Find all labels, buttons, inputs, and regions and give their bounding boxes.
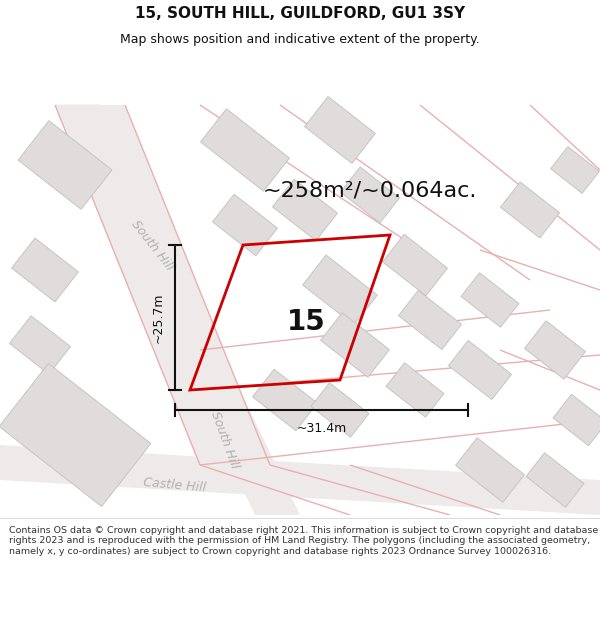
Polygon shape (0, 445, 600, 515)
Polygon shape (461, 272, 519, 328)
Text: ~25.7m: ~25.7m (152, 292, 165, 342)
Polygon shape (212, 194, 277, 256)
Polygon shape (500, 182, 560, 238)
Polygon shape (0, 364, 151, 506)
Polygon shape (553, 394, 600, 446)
Text: Map shows position and indicative extent of the property.: Map shows position and indicative extent… (120, 32, 480, 46)
Text: 15, SOUTH HILL, GUILDFORD, GU1 3SY: 15, SOUTH HILL, GUILDFORD, GU1 3SY (135, 6, 465, 21)
Polygon shape (10, 316, 70, 374)
Polygon shape (195, 390, 300, 515)
Text: ~31.4m: ~31.4m (296, 422, 347, 435)
Polygon shape (526, 452, 584, 508)
Text: ~258m²/~0.064ac.: ~258m²/~0.064ac. (263, 180, 477, 200)
Polygon shape (320, 312, 389, 378)
Polygon shape (18, 121, 112, 209)
Polygon shape (340, 167, 400, 223)
Polygon shape (11, 238, 79, 302)
Text: Contains OS data © Crown copyright and database right 2021. This information is : Contains OS data © Crown copyright and d… (9, 526, 598, 556)
Polygon shape (448, 341, 512, 399)
Polygon shape (55, 105, 245, 465)
Polygon shape (398, 291, 461, 349)
Text: Castle Hill: Castle Hill (143, 476, 207, 494)
Polygon shape (311, 382, 369, 438)
Polygon shape (272, 179, 337, 241)
Polygon shape (200, 109, 289, 191)
Text: South Hill: South Hill (209, 409, 241, 471)
Polygon shape (524, 321, 586, 379)
Text: South Hill: South Hill (128, 217, 176, 272)
Polygon shape (253, 369, 317, 431)
Polygon shape (386, 362, 444, 418)
Polygon shape (305, 96, 376, 164)
Polygon shape (302, 255, 377, 325)
Polygon shape (55, 105, 270, 465)
Polygon shape (383, 234, 448, 296)
Polygon shape (551, 147, 599, 193)
Text: 15: 15 (286, 309, 325, 336)
Polygon shape (455, 438, 524, 503)
